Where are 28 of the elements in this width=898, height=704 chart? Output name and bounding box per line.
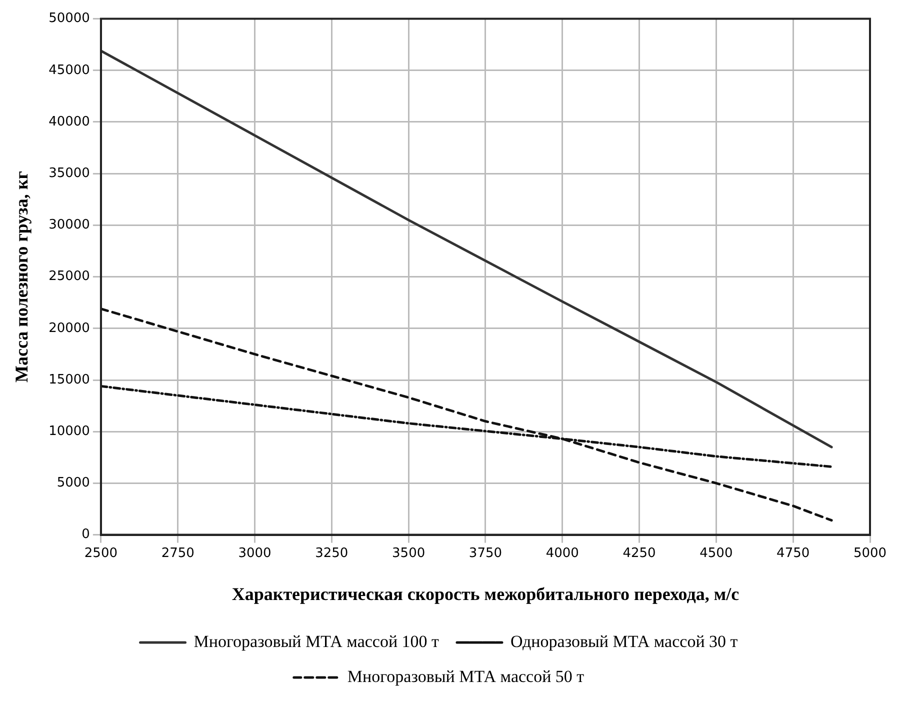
y-tick-label: 25000	[48, 269, 90, 284]
x-tick-label: 5000	[853, 546, 887, 561]
y-tick-label: 40000	[48, 114, 90, 130]
x-tick-label: 3750	[468, 546, 502, 561]
x-tick-label: 2750	[161, 546, 194, 561]
x-tick-label: 4000	[546, 546, 579, 561]
x-tick-label: 3250	[315, 546, 348, 561]
y-tick-label: 50000	[48, 11, 90, 26]
y-tick-label: 10000	[48, 424, 90, 439]
legend-label: Многоразовый МТА массой 50 т	[347, 666, 585, 686]
x-tick-label: 4750	[776, 546, 810, 561]
y-tick-label: 5000	[56, 476, 90, 491]
x-tick-label: 3000	[238, 546, 272, 561]
y-tick-label: 30000	[48, 218, 90, 233]
x-tick-label: 2500	[84, 546, 118, 561]
line-series	[100, 308, 833, 522]
y-tick-label: 45000	[48, 62, 90, 78]
y-tick-label: 0	[82, 527, 90, 542]
y-tick-label: 35000	[48, 166, 90, 181]
x-tick-label: 4250	[622, 546, 656, 561]
legend-label: Многоразовый МТА массой 100 т	[194, 632, 440, 651]
y-tick-label: 15000	[48, 372, 90, 388]
x-axis-title: Характеристическая скорость межорбитального перехода, м/с	[232, 584, 740, 604]
x-tick-label: 3500	[392, 546, 426, 561]
legend-label: Одноразовый МТА массой 30 т	[510, 632, 738, 651]
y-axis-title: Масса полезного груза, кг	[11, 171, 32, 383]
x-tick-label: 4500	[700, 546, 733, 561]
y-tick-label: 20000	[48, 320, 90, 336]
